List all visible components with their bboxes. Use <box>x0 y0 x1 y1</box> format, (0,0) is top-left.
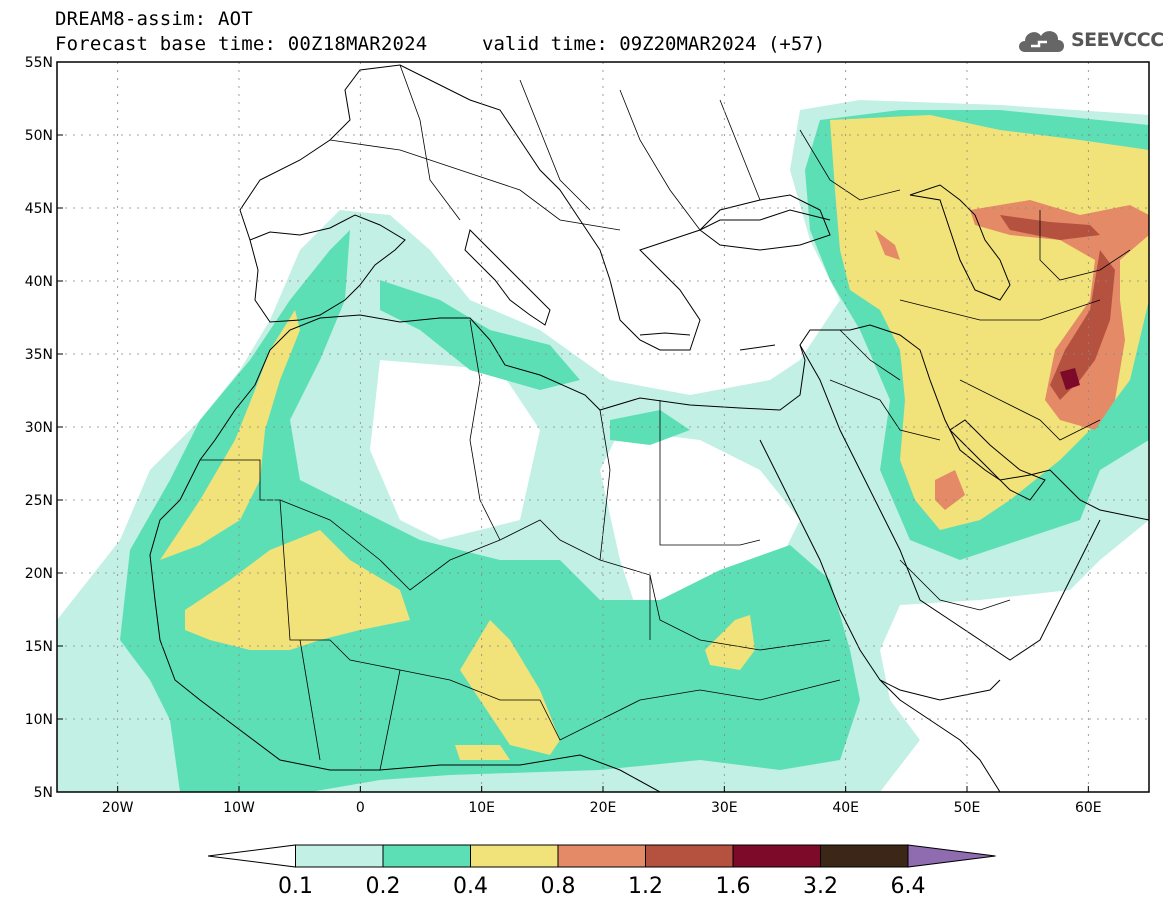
colorbar-box <box>557 844 646 868</box>
lat-label: 45N <box>25 201 53 217</box>
lon-label: 60E <box>1075 800 1102 816</box>
colorbar-box <box>820 844 909 868</box>
valid-time: valid time: 09Z20MAR2024 (+57) <box>482 33 826 55</box>
lat-label: 25N <box>25 493 53 509</box>
colorbar-box <box>732 844 821 868</box>
colorbar-level-label: 3.2 <box>803 874 838 899</box>
lon-label: 30E <box>711 800 738 816</box>
colorbar-level-label: 1.6 <box>716 874 751 899</box>
map-grid <box>57 62 1149 792</box>
lon-label: 10E <box>468 800 495 816</box>
aot-band-1.2 <box>1000 215 1115 400</box>
colorbar-level-label: 6.4 <box>891 874 926 899</box>
lat-label: 50N <box>25 128 53 144</box>
logo-text: SEEVCCC <box>1071 29 1164 51</box>
lat-label: 40N <box>25 274 53 290</box>
map-title: DREAM8-assim: AOT <box>55 8 253 30</box>
borders <box>200 64 1131 771</box>
lat-label: 20N <box>25 566 53 582</box>
colorbar-level-label: 1.2 <box>628 874 663 899</box>
lon-label: 10W <box>223 800 255 816</box>
coastlines <box>149 64 1149 792</box>
lon-label: 0 <box>356 800 365 816</box>
seevccc-logo: SEEVCCC <box>1015 22 1164 58</box>
lat-label: 10N <box>25 712 53 728</box>
colorbar-upper-triangle <box>907 844 996 868</box>
lat-label: 30N <box>25 420 53 436</box>
lon-label: 40E <box>832 800 859 816</box>
forecast-base-time: Forecast base time: 00Z18MAR2024 <box>55 33 428 55</box>
colorbar-labels: 0.1 0.2 0.4 0.8 1.2 1.6 3.2 6.4 <box>278 874 926 899</box>
colorbar-level-label: 0.8 <box>541 874 576 899</box>
longitude-labels: 20W 10W 0 10E 20E 30E 40E 50E 60E <box>102 786 1102 816</box>
colorbar-box <box>382 844 471 868</box>
aot-band-1.6 <box>1060 368 1080 390</box>
lon-label: 50E <box>954 800 981 816</box>
colorbar-box <box>295 844 384 868</box>
lat-label: 35N <box>25 347 53 363</box>
colorbar-box <box>645 844 734 868</box>
lat-label: 5N <box>34 785 53 801</box>
colorbar-level-label: 0.4 <box>453 874 488 899</box>
cloud-icon <box>1019 31 1064 52</box>
lat-label: 55N <box>25 55 53 71</box>
colorbar-lower-triangle <box>207 844 296 868</box>
colorbar-boxes <box>207 844 996 868</box>
colorbar-level-label: 0.1 <box>278 874 313 899</box>
lon-label: 20W <box>102 800 134 816</box>
colorbar-box <box>470 844 559 868</box>
lon-label: 20E <box>590 800 617 816</box>
latitude-labels: 5N 10N 15N 20N 25N 30N 35N 40N 45N 50N 55N <box>25 55 63 801</box>
colorbar-level-label: 0.2 <box>366 874 401 899</box>
lat-label: 15N <box>25 639 53 655</box>
